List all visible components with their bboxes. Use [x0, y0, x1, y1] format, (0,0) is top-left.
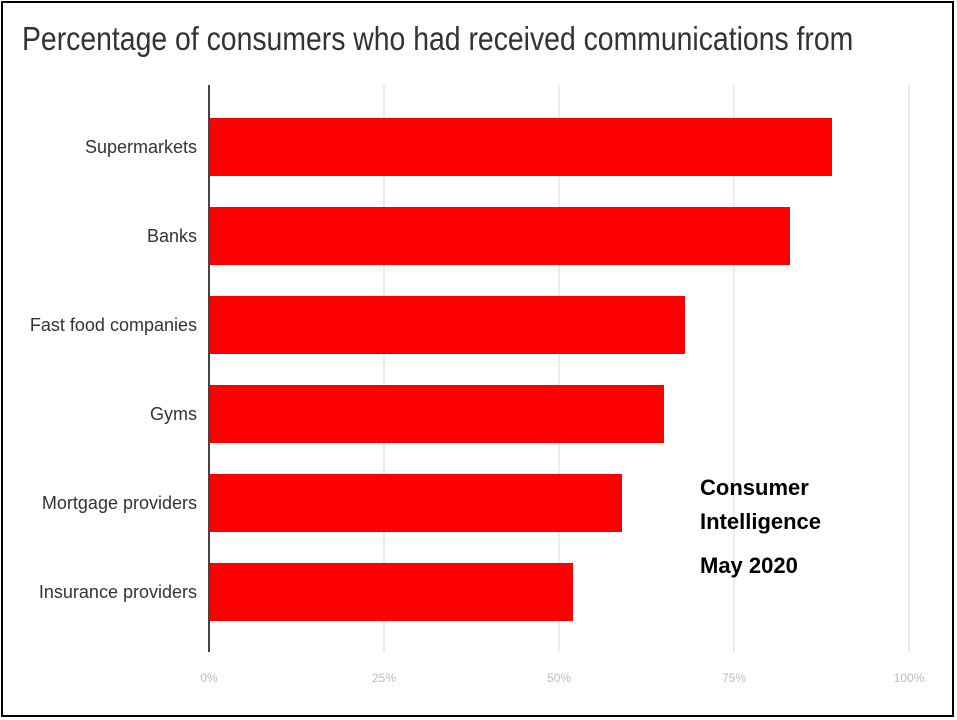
x-tick-label: 25%	[372, 671, 396, 685]
bar	[209, 385, 664, 443]
annotation-line-2: Intelligence	[700, 509, 822, 534]
x-tick-labels: 0% 25% 50% 75% 100%	[200, 671, 924, 685]
x-tick-label: 75%	[722, 671, 746, 685]
annotation-line-1: Consumer	[700, 475, 809, 500]
chart-title: Percentage of consumers who had received…	[22, 20, 854, 57]
category-label: Fast food companies	[30, 315, 197, 335]
bar	[209, 296, 685, 354]
bar	[209, 118, 832, 176]
bars	[209, 118, 832, 621]
x-tick-label: 0%	[200, 671, 218, 685]
category-labels: Supermarkets Banks Fast food companies Gyms…	[30, 137, 197, 602]
category-label: Supermarkets	[85, 137, 197, 157]
gridlines	[383, 85, 910, 652]
bar	[209, 474, 622, 532]
category-label: Insurance providers	[39, 582, 197, 602]
x-tick-label: 100%	[894, 671, 925, 685]
x-tick-label: 50%	[547, 671, 571, 685]
category-label: Banks	[147, 226, 197, 246]
bar	[209, 563, 573, 621]
bar	[209, 207, 790, 265]
category-label: Gyms	[150, 404, 197, 424]
category-label: Mortgage providers	[42, 493, 197, 513]
annotation-line-3: May 2020	[700, 553, 798, 578]
